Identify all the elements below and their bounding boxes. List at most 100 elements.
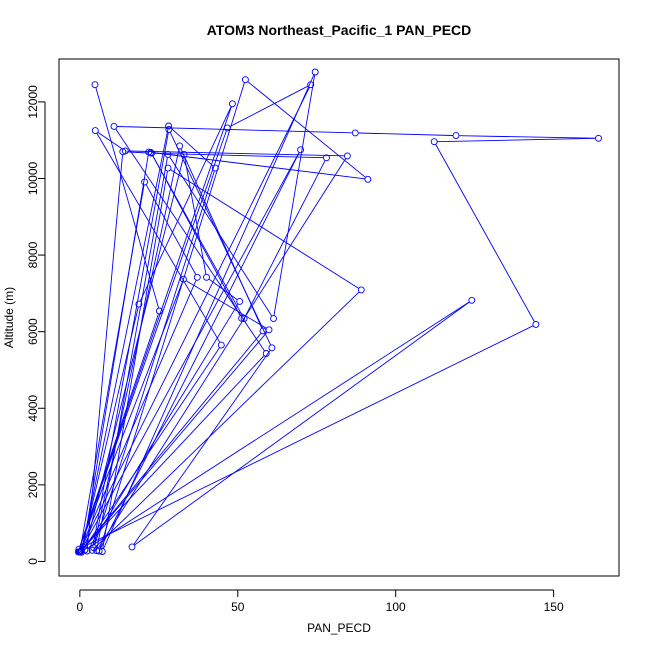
series-segment bbox=[80, 87, 310, 550]
series-segment bbox=[133, 350, 271, 545]
series-segment bbox=[154, 152, 324, 159]
data-point bbox=[95, 547, 103, 555]
series-segment bbox=[81, 129, 169, 550]
y-tick-label: 6000 bbox=[26, 318, 40, 345]
y-axis-label: Altitude (m) bbox=[2, 287, 16, 348]
series-segment bbox=[80, 280, 197, 549]
chart-title: ATOM3 Northeast_Pacific_1 PAN_PECD bbox=[207, 22, 472, 38]
series-segment bbox=[169, 132, 271, 345]
data-point bbox=[259, 327, 267, 335]
series-segment bbox=[85, 157, 184, 547]
data-point bbox=[265, 326, 273, 334]
series-segment bbox=[96, 157, 168, 548]
data-point bbox=[307, 81, 315, 89]
series-segment bbox=[93, 149, 180, 545]
data-point bbox=[236, 297, 244, 305]
series-segment bbox=[82, 347, 220, 550]
data-point bbox=[164, 164, 172, 172]
series-segment bbox=[78, 106, 232, 549]
series-segment bbox=[170, 127, 214, 167]
data-point bbox=[532, 320, 540, 328]
x-tick-label: 50 bbox=[231, 600, 245, 614]
series-segment bbox=[273, 75, 316, 316]
series-segment bbox=[78, 130, 227, 549]
data-point bbox=[238, 314, 246, 322]
data-point bbox=[179, 275, 187, 283]
series-segment bbox=[437, 137, 596, 143]
y-tick-label: 2000 bbox=[26, 471, 40, 498]
series-segment bbox=[100, 152, 300, 549]
series-segment bbox=[92, 132, 169, 548]
data-point bbox=[165, 122, 173, 130]
series-segment bbox=[83, 155, 149, 544]
data-point bbox=[91, 127, 99, 135]
data-point bbox=[452, 132, 460, 140]
series-segment bbox=[208, 278, 238, 300]
y-tick-label: 8000 bbox=[26, 241, 40, 268]
data-point bbox=[165, 126, 173, 133]
y-tick-label: 12000 bbox=[26, 85, 40, 119]
data-point bbox=[135, 300, 143, 308]
data-point bbox=[180, 150, 188, 158]
data-point bbox=[91, 81, 99, 89]
data-point bbox=[430, 138, 438, 146]
series-segment bbox=[126, 151, 149, 154]
series-segment bbox=[86, 325, 534, 546]
series-segment bbox=[99, 82, 245, 549]
series-segment bbox=[358, 132, 453, 136]
x-tick-label: 0 bbox=[77, 600, 84, 614]
data-point bbox=[311, 68, 319, 76]
data-point bbox=[262, 350, 270, 357]
series-segment bbox=[435, 144, 535, 322]
series-segment bbox=[86, 154, 123, 548]
y-tick-label: 4000 bbox=[26, 395, 40, 422]
axes: 0 50 100 150 0 2000 4000 6000 8000 10000 12000 bbox=[26, 85, 564, 614]
data-point bbox=[228, 100, 236, 108]
series-segment bbox=[117, 126, 353, 134]
data-point bbox=[193, 273, 201, 281]
data-point bbox=[119, 148, 127, 156]
data-point bbox=[141, 178, 149, 186]
data-point bbox=[164, 150, 172, 158]
data-point bbox=[241, 76, 249, 84]
series-segment bbox=[186, 280, 267, 329]
data-point bbox=[240, 315, 248, 323]
data-point bbox=[211, 164, 219, 172]
data-point bbox=[364, 175, 372, 183]
series-segment bbox=[94, 291, 360, 549]
data-point bbox=[343, 152, 351, 160]
data-point bbox=[270, 315, 277, 323]
data-point bbox=[148, 149, 155, 157]
series-segment bbox=[88, 303, 239, 549]
data-point bbox=[357, 286, 365, 294]
series-segment bbox=[145, 184, 197, 275]
data-point bbox=[323, 154, 330, 162]
series-segment bbox=[102, 171, 168, 549]
series-segment bbox=[96, 133, 221, 343]
plot-frame bbox=[58, 58, 620, 577]
data-point bbox=[98, 548, 106, 555]
data-point bbox=[203, 273, 210, 281]
data-point bbox=[110, 122, 118, 130]
data-point bbox=[217, 341, 225, 349]
series-segment bbox=[95, 87, 159, 308]
series-segment bbox=[83, 332, 268, 549]
data-point bbox=[297, 146, 305, 154]
series-segment bbox=[97, 132, 123, 150]
series-segment bbox=[151, 152, 365, 180]
data-point bbox=[128, 543, 136, 551]
series-segment bbox=[247, 81, 366, 178]
plot-area bbox=[74, 68, 602, 556]
series-segment bbox=[169, 156, 273, 317]
data-point bbox=[351, 129, 359, 137]
data-point bbox=[155, 307, 163, 315]
series-segment bbox=[230, 85, 309, 127]
series-segment bbox=[103, 74, 315, 549]
x-tick-label: 100 bbox=[386, 600, 406, 614]
series-segment bbox=[459, 135, 596, 139]
data-point bbox=[88, 546, 96, 554]
series-segment bbox=[81, 152, 300, 549]
series-segment bbox=[82, 333, 262, 550]
x-axis-label: PAN_PECD bbox=[307, 621, 371, 635]
